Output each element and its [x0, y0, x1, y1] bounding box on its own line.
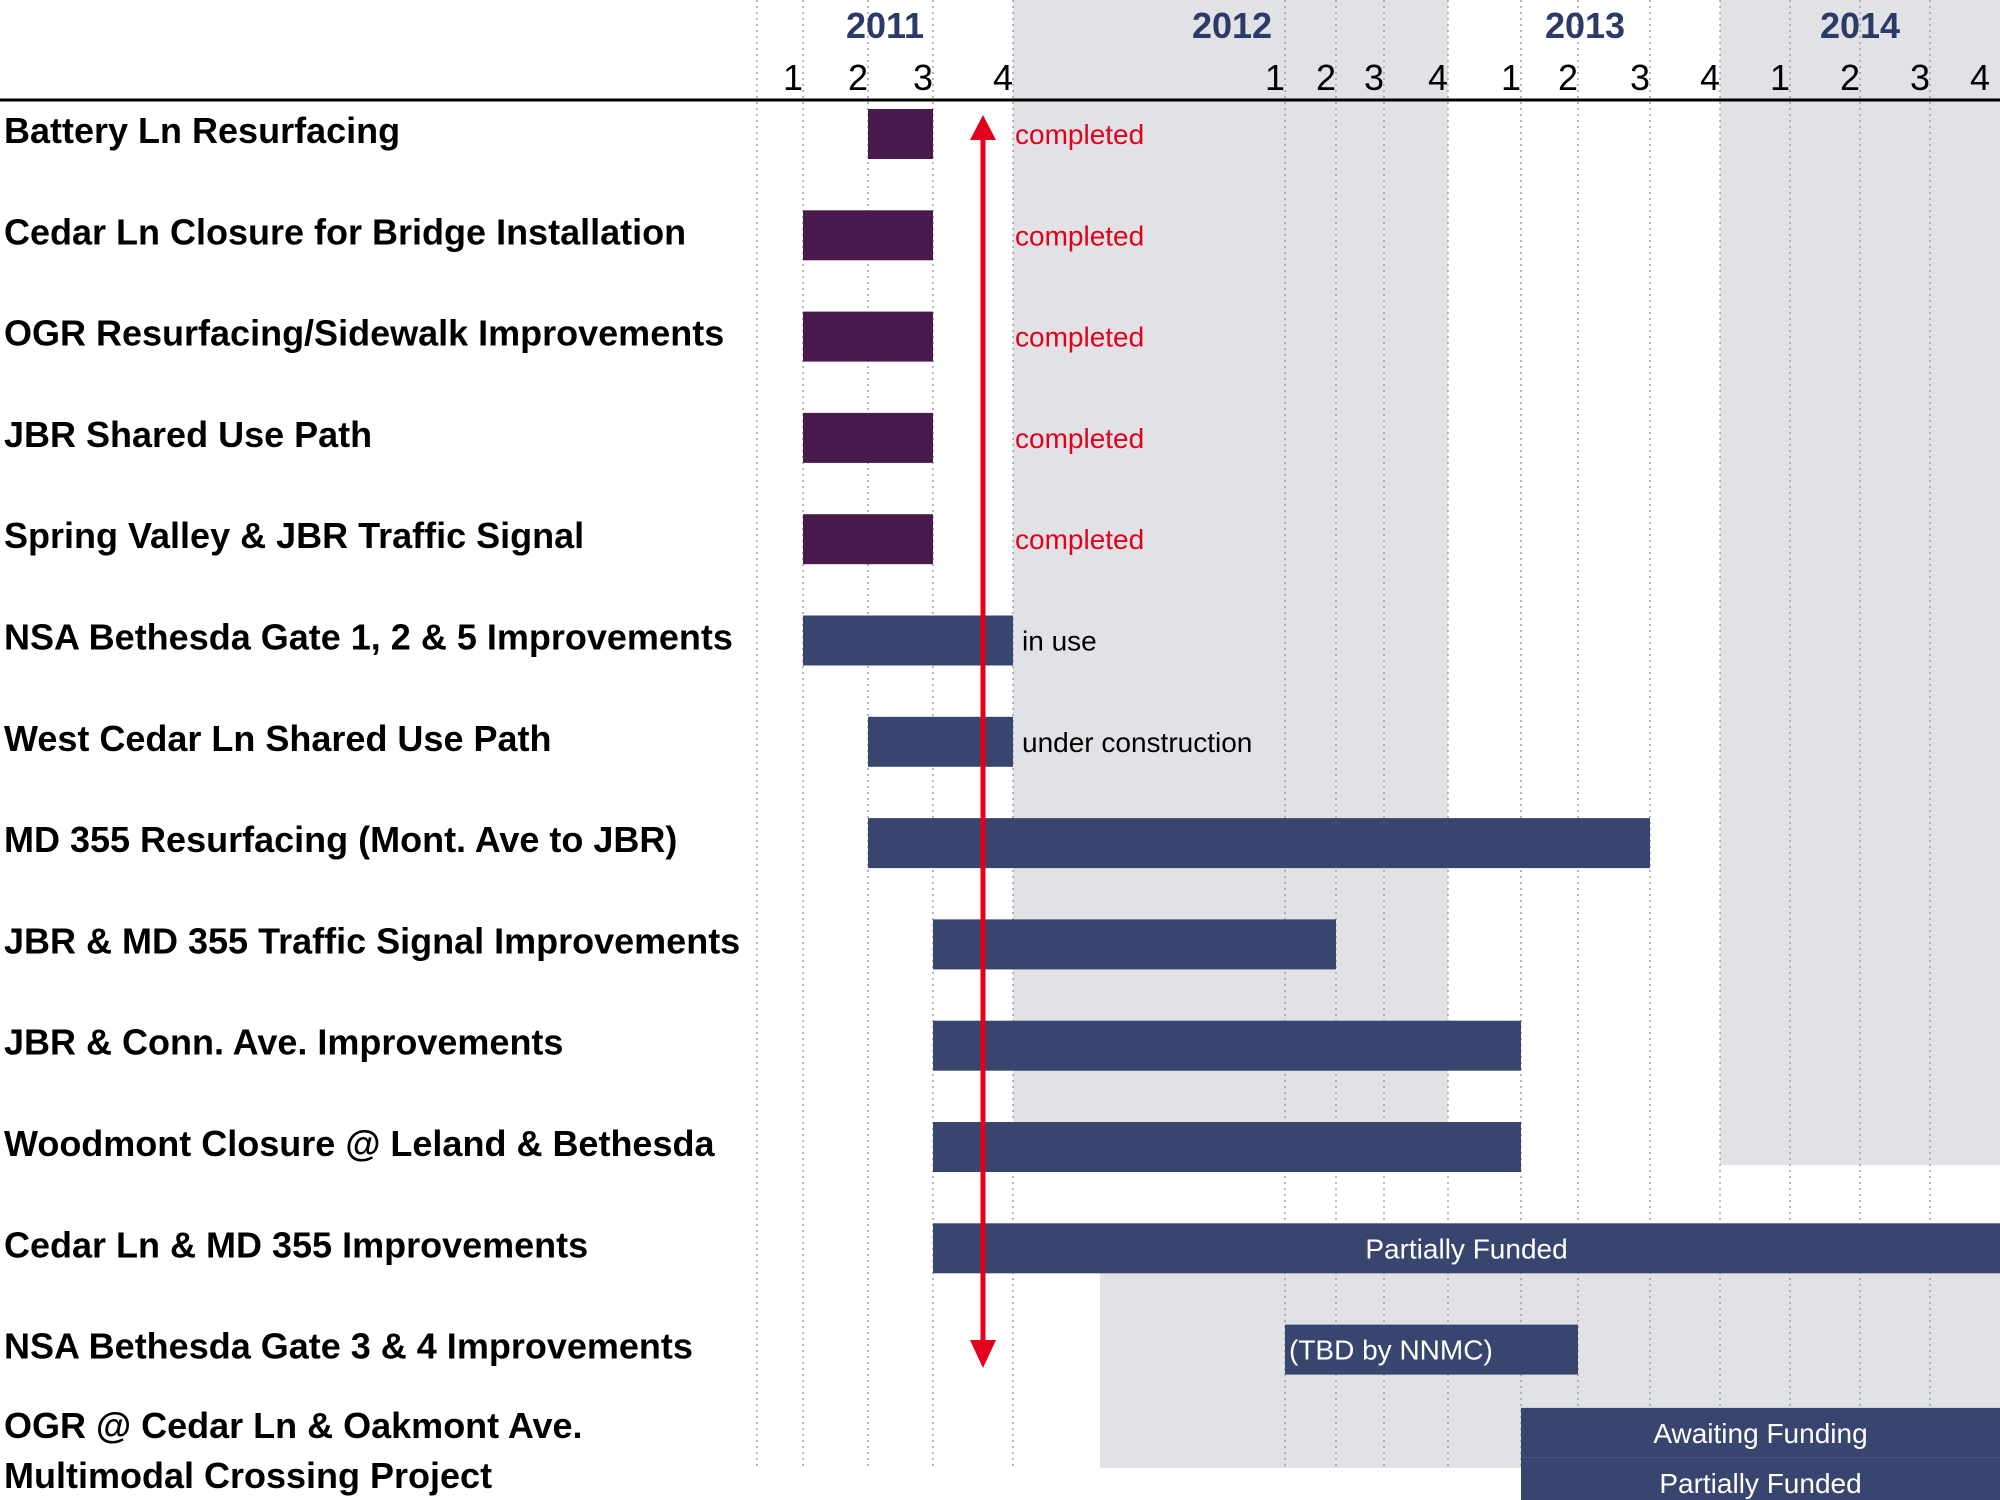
quarter-label-10: 3 — [1630, 57, 1650, 98]
task-label-3: JBR Shared Use Path — [4, 414, 372, 455]
task-label-4: Spring Valley & JBR Traffic Signal — [4, 515, 584, 556]
task-status-2: completed — [1015, 322, 1144, 353]
task-bar-7 — [868, 818, 1650, 869]
task-label-5: NSA Bethesda Gate 1, 2 & 5 Improvements — [4, 617, 733, 658]
year-label-2011: 2011 — [846, 5, 924, 46]
task-label-1: Cedar Ln Closure for Bridge Installation — [4, 211, 686, 252]
task-status-3: completed — [1015, 423, 1144, 454]
task-bar-0 — [868, 109, 933, 159]
task-status-4: completed — [1015, 524, 1144, 555]
task-status-0: completed — [1015, 119, 1144, 150]
task-bar-14 — [1521, 1457, 2000, 1500]
quarter-label-8: 1 — [1501, 57, 1521, 98]
quarter-label-12: 1 — [1770, 57, 1790, 98]
task-status-1: completed — [1015, 220, 1144, 251]
task-label-6: West Cedar Ln Shared Use Path — [4, 718, 552, 759]
task-label-0: Battery Ln Resurfacing — [4, 110, 400, 151]
current-marker-arrow-bottom — [970, 1340, 996, 1368]
task-status-14: Partially Funded — [1659, 1468, 1861, 1499]
quarter-label-14: 3 — [1910, 57, 1930, 98]
task-bar-12 — [1285, 1324, 1578, 1375]
quarter-label-9: 2 — [1558, 57, 1578, 98]
task-label-2: OGR Resurfacing/Sidewalk Improvements — [4, 313, 724, 354]
task-bar-1 — [803, 210, 933, 261]
quarter-label-5: 2 — [1316, 57, 1336, 98]
task-label-13: OGR @ Cedar Ln & Oakmont Ave. — [4, 1405, 583, 1446]
year-shade-2012 — [1013, 0, 1448, 1165]
task-label-9: JBR & Conn. Ave. Improvements — [4, 1022, 563, 1063]
task-label-11: Cedar Ln & MD 355 Improvements — [4, 1224, 588, 1265]
task-status-6: under construction — [1022, 727, 1252, 758]
task-status-5: in use — [1022, 626, 1097, 657]
task-bar-4 — [803, 514, 933, 565]
quarter-label-4: 1 — [1265, 57, 1285, 98]
shade-gap — [1013, 1165, 2000, 1215]
quarter-label-6: 3 — [1364, 57, 1384, 98]
task-bar-3 — [803, 412, 933, 463]
quarter-label-2: 3 — [913, 57, 933, 98]
year-label-2013: 2013 — [1545, 5, 1625, 46]
task-label-12: NSA Bethesda Gate 3 & 4 Improvements — [4, 1326, 693, 1367]
quarter-label-13: 2 — [1840, 57, 1860, 98]
year-label-2014: 2014 — [1820, 5, 1900, 46]
task-label-7: MD 355 Resurfacing (Mont. Ave to JBR) — [4, 819, 677, 860]
quarter-label-3: 4 — [993, 57, 1013, 98]
quarter-label-0: 1 — [783, 57, 803, 98]
task-label-8: JBR & MD 355 Traffic Signal Improvements — [4, 920, 740, 961]
task-label-14: Multimodal Crossing Project — [4, 1455, 492, 1496]
task-bar-6 — [868, 716, 1013, 767]
task-bar-10 — [933, 1122, 1521, 1172]
task-bar-13 — [1521, 1407, 2000, 1458]
quarter-label-15: 4 — [1970, 57, 1990, 98]
task-status-12: (TBD by NNMC) — [1289, 1335, 1493, 1366]
task-status-13: Awaiting Funding — [1653, 1418, 1867, 1449]
quarter-label-11: 4 — [1700, 57, 1720, 98]
current-marker-arrow-top — [970, 115, 996, 140]
task-bar-5 — [803, 615, 1013, 666]
task-bar-2 — [803, 311, 933, 362]
quarter-label-1: 2 — [848, 57, 868, 98]
task-bar-11 — [933, 1223, 2000, 1274]
task-bar-8 — [933, 919, 1336, 970]
task-label-10: Woodmont Closure @ Leland & Bethesda — [4, 1123, 715, 1164]
quarter-label-7: 4 — [1428, 57, 1448, 98]
task-bar-9 — [933, 1020, 1521, 1071]
year-label-2012: 2012 — [1192, 5, 1272, 46]
task-status-11: Partially Funded — [1365, 1233, 1567, 1264]
